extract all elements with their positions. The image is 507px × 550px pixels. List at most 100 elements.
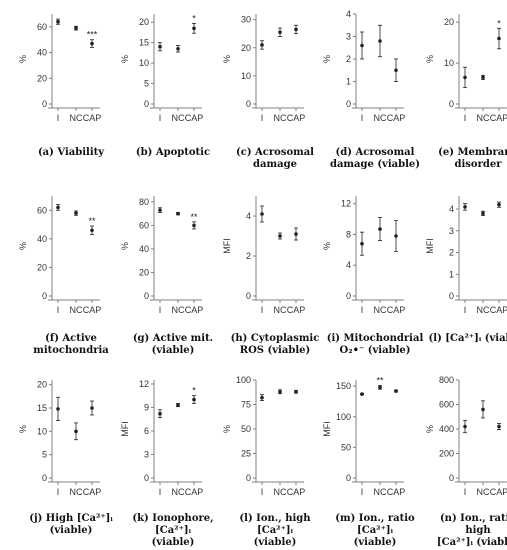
panel: 0 3 6 9 12 MFI I NC CAP * bbox=[120, 379, 203, 497]
caption-line: (g) Active mit. bbox=[132, 333, 214, 344]
caption-line: (viable) bbox=[253, 537, 297, 548]
significance-marker: * bbox=[192, 13, 196, 23]
caption-line: (l) Ion., high [Ca²⁺]ᵢ bbox=[239, 513, 311, 536]
y-tick-label: 6 bbox=[144, 426, 149, 436]
data-point bbox=[90, 228, 94, 233]
data-point bbox=[378, 39, 382, 43]
x-tick-label: NC bbox=[374, 305, 387, 315]
y-tick-label: 20 bbox=[139, 17, 149, 27]
data-point bbox=[176, 403, 180, 407]
panel-caption: (g) Active mit. (viable) bbox=[123, 333, 223, 357]
y-axis-label: % bbox=[18, 55, 28, 63]
caption-line: (viable) bbox=[151, 537, 195, 548]
panel: 0 200 400 600 800% I NC CAP bbox=[425, 375, 507, 497]
y-tick-label: 10 bbox=[139, 58, 149, 68]
panel-caption: (j) High [Ca²⁺]ᵢ (viable) bbox=[21, 513, 121, 537]
caption-line: (m) Ion., ratio [Ca²⁺]ᵢ bbox=[335, 513, 415, 536]
panel-caption: (m) Ion., ratio [Ca²⁺]ᵢ (viable) bbox=[325, 513, 425, 549]
y-tick-label: 5 bbox=[42, 450, 47, 460]
x-tick-label: I bbox=[361, 305, 364, 315]
data-point bbox=[158, 411, 162, 416]
y-axis-label: % bbox=[222, 425, 232, 433]
panel: 0 1 2 3 4 MFI I NC CAP bbox=[425, 196, 507, 315]
y-tick-label: 20 bbox=[241, 43, 251, 53]
panel: 0 1 2 3 4% I NC CAP bbox=[322, 9, 405, 123]
x-tick-label: I bbox=[261, 487, 264, 497]
data-point bbox=[176, 211, 180, 216]
y-tick-label: 0 bbox=[449, 473, 454, 483]
x-tick-label: NC bbox=[172, 487, 185, 497]
data-point bbox=[56, 19, 60, 24]
y-tick-label: 8 bbox=[346, 229, 351, 239]
data-point bbox=[294, 232, 298, 236]
data-point bbox=[260, 395, 264, 400]
panel-caption: (e) Membranedisorder bbox=[428, 147, 507, 171]
y-tick-label: 400 bbox=[439, 424, 454, 434]
data-point bbox=[158, 44, 162, 49]
significance-marker: ** bbox=[190, 212, 198, 222]
y-axis-label: % bbox=[120, 242, 130, 250]
x-tick-label: I bbox=[464, 113, 467, 123]
y-tick-label: 0 bbox=[144, 291, 149, 301]
data-point bbox=[394, 389, 398, 393]
caption-line: (i) Mitochondrial bbox=[326, 333, 424, 344]
data-point bbox=[176, 46, 180, 51]
y-tick-label: 3 bbox=[346, 32, 351, 42]
y-tick-label: 100 bbox=[336, 412, 351, 422]
y-tick-label: 12 bbox=[341, 199, 351, 209]
data-point bbox=[463, 424, 467, 429]
y-tick-label: 60 bbox=[139, 220, 149, 230]
x-tick-label: CAP bbox=[490, 305, 507, 315]
data-point bbox=[360, 241, 364, 246]
data-point bbox=[360, 43, 364, 48]
x-tick-label: NC bbox=[274, 113, 287, 123]
y-tick-label: 50 bbox=[341, 442, 351, 452]
x-tick-label: NC bbox=[274, 487, 287, 497]
y-axis-label: MFI bbox=[222, 238, 232, 254]
y-tick-label: 100 bbox=[236, 375, 251, 385]
x-tick-label: I bbox=[57, 487, 60, 497]
x-tick-label: CAP bbox=[287, 487, 306, 497]
caption-line: (n) Ion., ratio high bbox=[439, 513, 507, 536]
y-tick-label: 600 bbox=[439, 400, 454, 410]
x-tick-label: NC bbox=[70, 487, 83, 497]
data-point bbox=[260, 212, 264, 216]
caption-line: (e) Membrane bbox=[438, 147, 507, 158]
panel-caption: (l) [Ca²⁺]ᵢ (viable) bbox=[428, 333, 507, 345]
x-tick-label: CAP bbox=[490, 487, 507, 497]
x-tick-label: I bbox=[261, 305, 264, 315]
y-tick-label: 30 bbox=[241, 15, 251, 25]
data-point bbox=[278, 389, 282, 394]
caption-line: damage bbox=[253, 159, 297, 170]
data-point bbox=[192, 223, 196, 228]
data-point bbox=[463, 75, 467, 80]
y-axis-label: % bbox=[18, 425, 28, 433]
data-point bbox=[497, 424, 501, 429]
data-point bbox=[378, 385, 382, 390]
data-point bbox=[278, 234, 282, 238]
significance-marker: ** bbox=[376, 376, 384, 386]
y-tick-label: 5 bbox=[144, 79, 149, 89]
panel: 0 5 10 15 20% I NC CAP bbox=[18, 380, 101, 497]
y-tick-label: 4 bbox=[449, 204, 454, 214]
x-tick-label: CAP bbox=[185, 113, 204, 123]
y-tick-label: 0 bbox=[42, 99, 47, 109]
caption-line: (j) High [Ca²⁺]ᵢ bbox=[29, 513, 113, 524]
panel-caption: (l) Ion., high [Ca²⁺]ᵢ (viable) bbox=[225, 513, 325, 549]
y-tick-label: 15 bbox=[139, 38, 149, 48]
data-point bbox=[497, 36, 501, 41]
caption-line: (l) [Ca²⁺]ᵢ (viable) bbox=[428, 333, 507, 344]
significance-marker: ** bbox=[88, 216, 96, 226]
data-point bbox=[394, 234, 398, 238]
x-tick-label: I bbox=[159, 305, 162, 315]
y-tick-label: 3 bbox=[449, 226, 454, 236]
y-axis-label: MFI bbox=[425, 238, 435, 254]
data-point bbox=[74, 26, 78, 30]
data-point bbox=[278, 30, 282, 35]
x-tick-label: NC bbox=[477, 113, 490, 123]
caption-line: (d) Acrosomal bbox=[335, 147, 415, 158]
x-tick-label: CAP bbox=[490, 113, 507, 123]
caption-line: (viable) bbox=[49, 525, 93, 536]
panel-caption: (f) Active mitochondria bbox=[21, 333, 121, 357]
